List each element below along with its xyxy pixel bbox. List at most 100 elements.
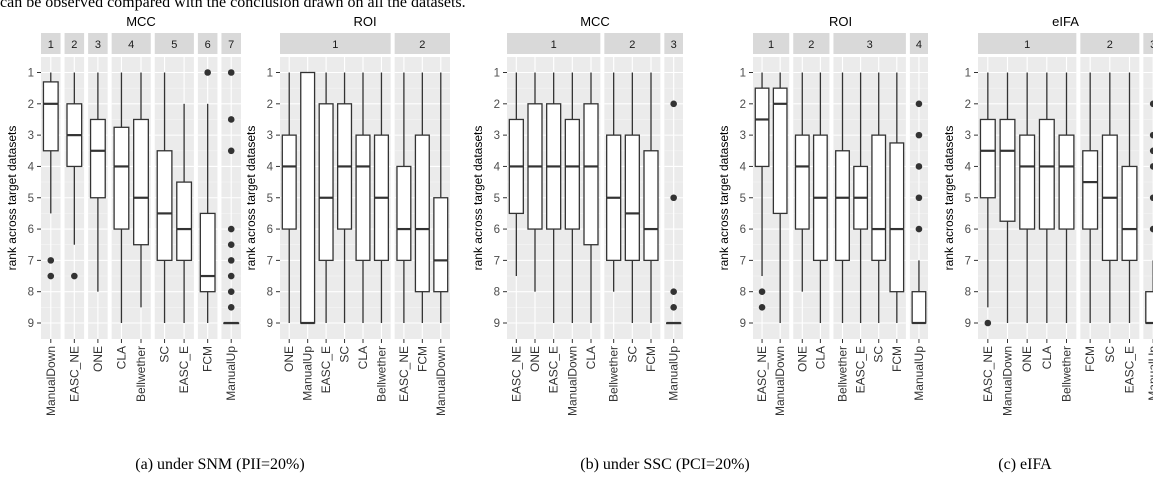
box-body [133,118,149,246]
box-CLA [113,72,130,323]
facet-panel-1: 1 ONE ManualUp EASC_E SC CLA Bellwether [280,33,391,402]
box-CLA [812,72,828,323]
box-SC [1101,72,1118,323]
facet-strip-label: 1 [768,39,774,51]
box-Bellwether [606,72,622,292]
facet-strip [197,33,218,54]
outlier-point [227,69,235,76]
y-tick-label: 3 [28,130,34,142]
chart-title: ROI [829,14,852,29]
box-body [754,87,770,168]
facet-strip [909,33,928,54]
box-body [583,103,599,246]
y-axis-label: rank across target datasets [717,126,731,271]
x-tick-label: EASC_NE [67,346,81,402]
facet-strip [978,33,1077,54]
facet-panel-3: 3 ManualUp [664,33,683,401]
facet-strip-label: 3 [95,39,101,51]
facet-panel-3: 3 Bellwether EASC_E SC FCM [833,33,906,402]
box-ManualDown [433,72,449,323]
box-body [1019,134,1036,230]
y-tick-label: 6 [28,224,34,236]
box-EASC_E [318,72,334,323]
box-body [113,126,130,230]
x-tick-label: CLA [584,346,598,369]
x-tick-label: ONE [91,346,105,372]
chart-title: MCC [126,14,156,29]
y-tick-label: 8 [494,287,500,299]
facet-strip [221,33,241,54]
y-tick-label: 6 [965,224,971,236]
facet-strip-label: 2 [808,39,814,51]
y-tick-label: 3 [267,130,273,142]
outlier-point [670,304,677,311]
box-ManualDown [772,72,788,323]
outlier-point [227,241,235,249]
outlier-point [758,304,766,311]
box-body [1058,134,1075,230]
box-ManualDown [42,72,59,280]
y-tick-label: 1 [267,68,273,80]
facet-panel-1: 1 EASC_NE ManualDown ONE CLA Bellwether [978,33,1077,416]
facet-strip [753,33,790,54]
y-tick-label: 4 [740,161,747,173]
outlier-point [1149,225,1153,233]
x-tick-label: CLA [1040,346,1054,369]
outlier-point [915,225,923,233]
y-tick-label: 7 [28,255,34,267]
x-tick-label: SC [872,346,886,363]
facet-panel-1: 1 EASC_NE ManualDown [753,33,790,416]
x-tick-label: Bellwether [607,346,621,402]
y-tick-label: 1 [28,68,34,80]
y-tick-label: 5 [740,193,746,205]
box-body [999,118,1016,222]
facet-strip [507,33,601,54]
y-axis-label: rank across target datasets [471,126,485,271]
facet-strip-label: 6 [205,39,211,51]
outlier-point [1149,163,1153,170]
caption-c: (c) eIFA [998,456,1052,473]
outlier-point [1149,194,1153,202]
outlier-point [71,272,78,280]
y-tick-label: 1 [494,68,500,80]
outlier-point [227,304,235,311]
facet-panel-4: 4 ManualUp [909,33,928,401]
y-tick-label: 7 [740,255,746,267]
y-tick-label: 4 [965,161,972,173]
box-body [772,87,788,215]
facet-strip-label: 1 [48,39,54,51]
box-ManualUp [1145,100,1153,325]
x-tick-label: ManualDown [773,346,787,416]
facet-panel-1: 1 EASC_NE ONE EASC_E ManualDown CLA [507,33,601,416]
box-ManualUp [223,69,240,325]
box-CLA [583,72,599,323]
y-tick-label: 2 [965,99,971,111]
caption-a: (a) under SNM (PII=20%) [135,456,305,473]
facet-panel-2: 2 FCM SC EASC_E [1080,33,1140,393]
outlier-point [227,147,235,155]
y-tick-label: 8 [267,287,273,299]
box-Bellwether [835,72,850,323]
y-tick-label: 9 [965,318,971,330]
x-tick-label: SC [1103,346,1117,363]
box-ONE [281,72,297,323]
facet-strip [41,33,61,54]
x-tick-label: ManualDown [434,346,448,416]
y-tick-label: 2 [267,99,273,111]
box-Bellwether [373,72,390,323]
x-tick-label: Bellwether [1060,346,1074,402]
x-tick-label: ManualUp [301,346,315,401]
box-body [643,150,659,262]
box-body [835,150,850,262]
facet-strip-label: 2 [71,39,77,51]
box-EASC_NE [754,72,770,311]
y-tick-label: 2 [740,99,746,111]
box-body [156,150,173,262]
y-tick-label: 9 [267,318,273,330]
x-tick-label: FCM [415,346,429,372]
outlier-point [204,69,211,76]
box-SC [336,72,353,323]
y-tick-label: 1 [965,68,971,80]
box-Bellwether [1058,72,1075,323]
